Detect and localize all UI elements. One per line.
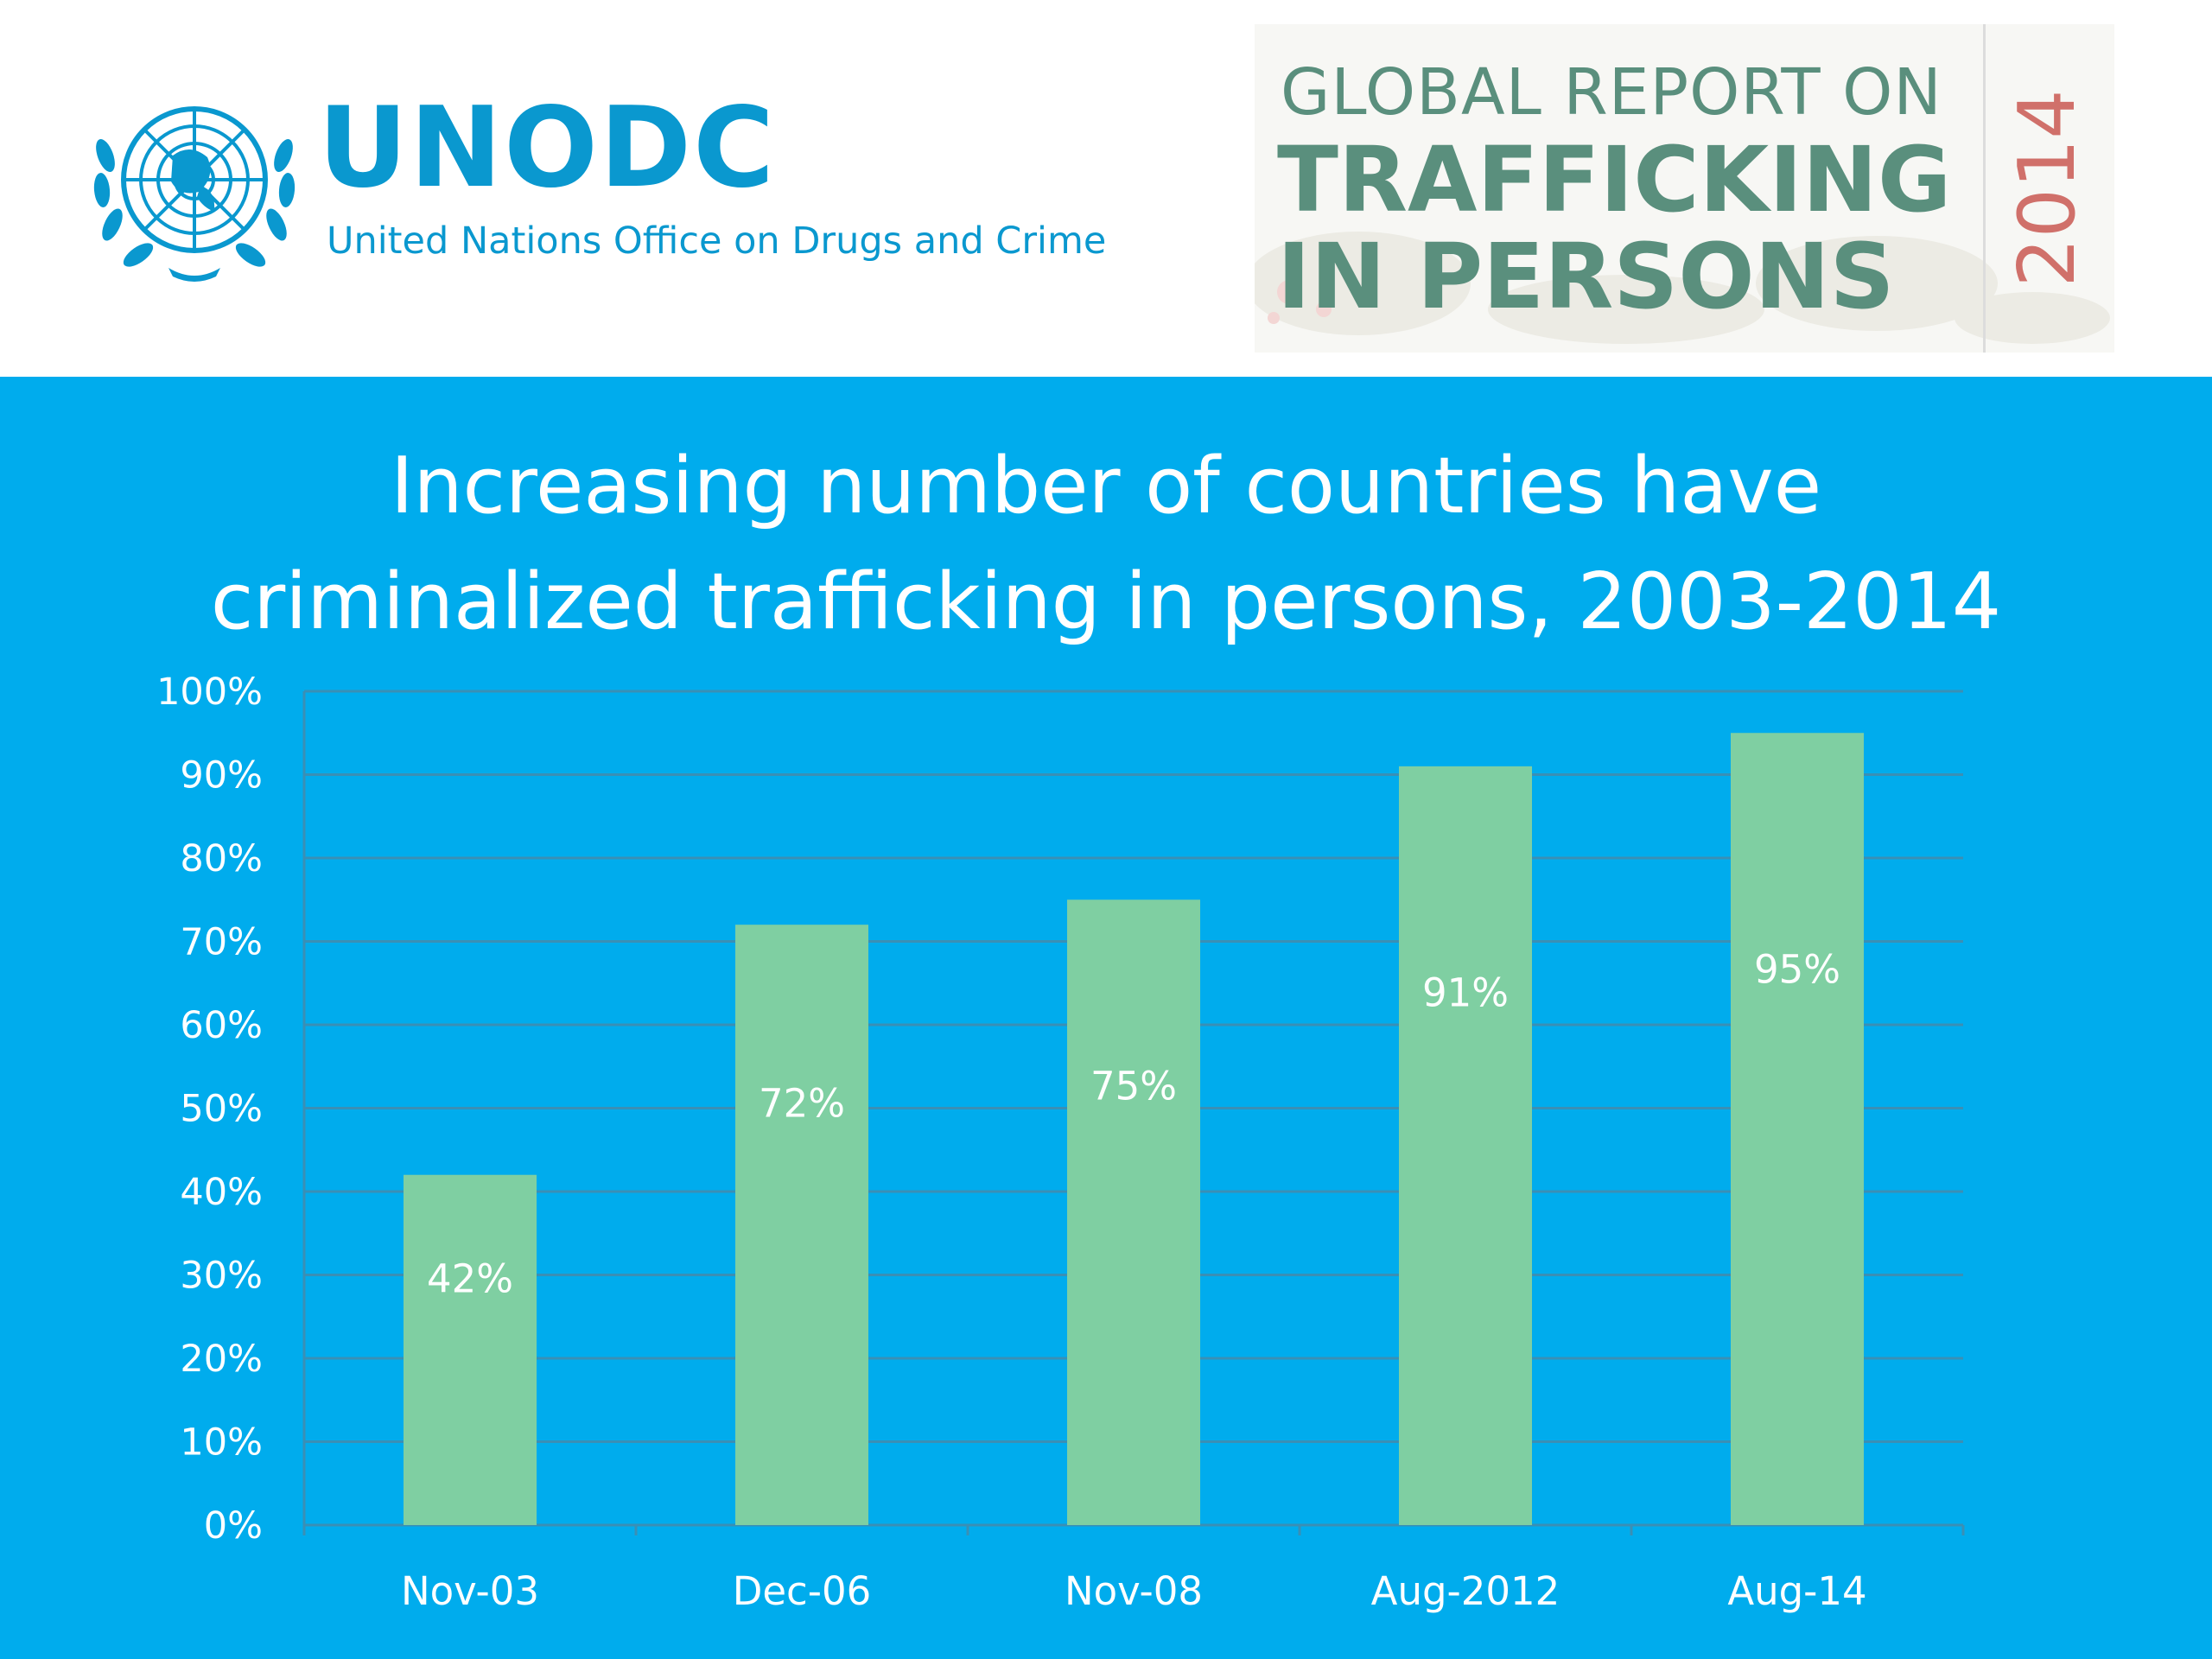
data-label: 75% xyxy=(1090,1063,1177,1109)
bar xyxy=(735,925,868,1525)
y-tick-label: 30% xyxy=(180,1255,263,1298)
y-tick-label: 80% xyxy=(180,837,263,880)
bar xyxy=(1067,899,1200,1525)
x-tick-label: Nov-03 xyxy=(401,1568,539,1614)
header: UNODC United Nations Office on Drugs and… xyxy=(0,0,2212,377)
bar xyxy=(1731,733,1864,1525)
bar xyxy=(404,1174,537,1525)
report-title-line3: IN PERSONS xyxy=(1277,224,1895,329)
bar xyxy=(1399,766,1532,1525)
y-tick-label: 70% xyxy=(180,921,263,964)
y-tick-label: 100% xyxy=(156,671,263,714)
data-label: 72% xyxy=(759,1081,845,1127)
report-year: 2014 xyxy=(2002,89,2093,288)
bar-chart: 0% 10% 20% 30% 40% 50% 60% 70% 80% 90% 100% 42% Nov-… xyxy=(156,671,1965,1614)
report-banner: GLOBAL REPORT ON TRAFFICKING IN PERSONS … xyxy=(1255,24,2114,353)
chart-title-line2: criminalized trafficking in persons, 200… xyxy=(210,556,2002,647)
x-tick-label: Nov-08 xyxy=(1065,1568,1203,1614)
x-tick-label: Dec-06 xyxy=(733,1568,872,1614)
y-tick-label: 60% xyxy=(180,1004,263,1047)
report-title-line1: GLOBAL REPORT ON xyxy=(1281,55,1942,130)
y-tick-label: 90% xyxy=(180,754,263,798)
data-label: 91% xyxy=(1422,969,1509,1015)
chart-title-line1: Increasing number of countries have xyxy=(390,441,1822,531)
y-tick-label: 0% xyxy=(204,1504,263,1548)
report-title-line2: TRAFFICKING xyxy=(1277,127,1952,232)
report-divider xyxy=(1983,24,1986,353)
chart-panel: Increasing number of countries have crim… xyxy=(0,377,2212,1659)
y-tick-label: 20% xyxy=(180,1338,263,1381)
data-label: 95% xyxy=(1754,946,1840,992)
y-tick-label: 40% xyxy=(180,1171,263,1214)
organization-name: United Nations Office on Drugs and Crime xyxy=(327,219,1107,263)
x-tick-label: Aug-2012 xyxy=(1371,1568,1560,1614)
y-tick-label: 10% xyxy=(180,1421,263,1465)
x-tick-label: Aug-14 xyxy=(1727,1568,1866,1614)
world-map-texture xyxy=(1255,232,2110,344)
chart-title: Increasing number of countries have crim… xyxy=(0,429,2212,660)
unodc-logo-text: UNODC xyxy=(318,84,777,213)
y-tick-label: 50% xyxy=(180,1088,263,1131)
data-label: 42% xyxy=(427,1255,513,1301)
un-emblem-icon xyxy=(86,95,302,285)
